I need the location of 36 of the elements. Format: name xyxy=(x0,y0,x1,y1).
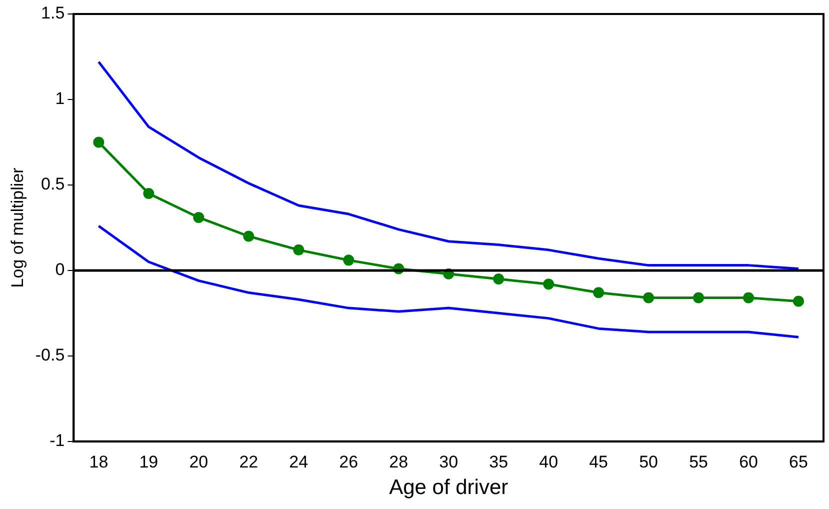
y-tick-label: -1 xyxy=(50,431,65,450)
y-tick-label: 0 xyxy=(55,260,65,280)
point xyxy=(593,287,604,298)
x-tick-label: 30 xyxy=(439,452,458,472)
point xyxy=(793,296,804,307)
point xyxy=(143,188,154,200)
y-tick-label: 0.5 xyxy=(41,174,65,194)
point xyxy=(193,212,204,223)
x-tick-label: 35 xyxy=(489,452,508,472)
point xyxy=(343,254,354,266)
y-tick-label: 1 xyxy=(55,89,65,108)
point xyxy=(743,292,754,304)
x-axis-title: Age of driver xyxy=(389,476,508,500)
x-tick-label: 18 xyxy=(89,452,108,472)
x-tick-label: 19 xyxy=(139,452,158,472)
y-tick-label: 1.5 xyxy=(41,4,65,23)
point xyxy=(643,292,654,304)
x-tick-label: 60 xyxy=(739,452,758,472)
point xyxy=(693,292,704,304)
x-tick-label: 50 xyxy=(639,452,658,472)
x-tick-label: 28 xyxy=(389,452,408,472)
point xyxy=(493,273,504,284)
x-tick-label: 65 xyxy=(789,452,808,472)
x-tick-label: 24 xyxy=(289,452,308,472)
x-tick-label: 22 xyxy=(239,452,258,472)
point xyxy=(243,230,254,242)
x-tick-label: 40 xyxy=(539,452,558,472)
point xyxy=(93,136,104,148)
point xyxy=(543,278,554,290)
x-tick-label: 45 xyxy=(589,452,608,472)
x-tick-label: 20 xyxy=(189,452,208,472)
point xyxy=(293,244,304,256)
y-axis-title: Log of multiplier xyxy=(8,167,27,288)
y-tick-label: -0.5 xyxy=(35,346,65,365)
x-tick-label: 55 xyxy=(689,452,708,472)
x-tick-label: 26 xyxy=(339,452,358,472)
